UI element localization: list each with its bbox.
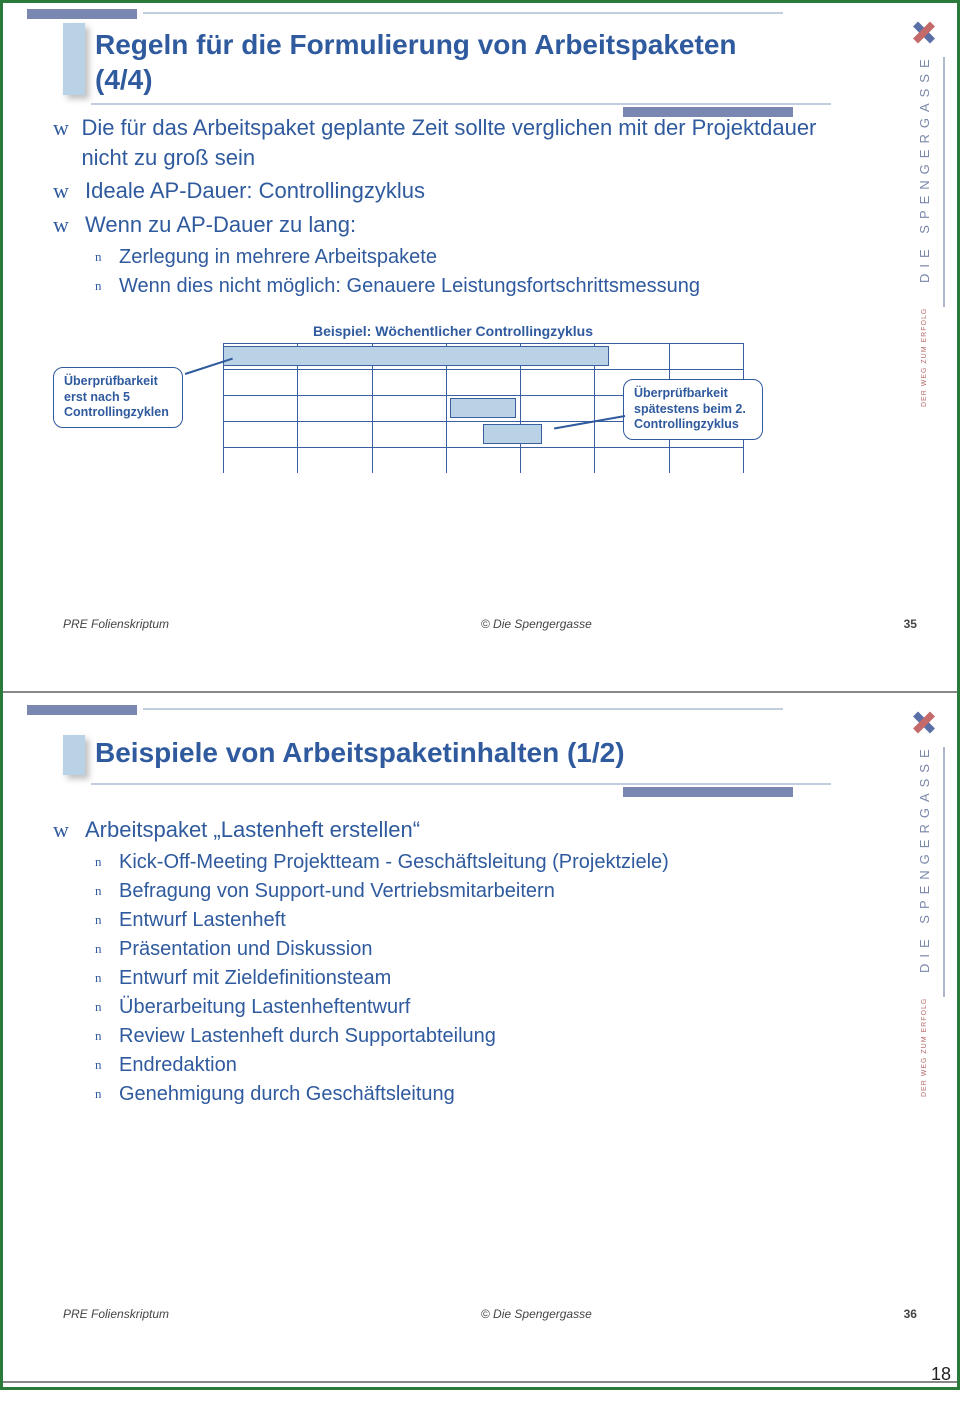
sub-bullet-text: Wenn dies nicht möglich: Genauere Leistu… — [119, 273, 700, 300]
footer-left: PRE Folienskriptum — [63, 617, 169, 631]
page-border: Regeln für die Formulierung von Arbeitsp… — [0, 0, 960, 1390]
bullet-n-icon: n — [95, 994, 109, 1021]
bullet-n-icon: n — [95, 965, 109, 992]
brand-text: DIE SPENGERGASSE — [917, 53, 932, 283]
bullet-n-icon: n — [95, 273, 109, 300]
sub-bullet-text: Entwurf Lastenheft — [119, 907, 286, 934]
bullet-n-icon: n — [95, 1052, 109, 1079]
footer-page-number: 36 — [904, 1307, 917, 1321]
title-accent-square — [63, 735, 85, 775]
bullet-text: Arbeitspaket „Lastenheft erstellen“ — [85, 815, 420, 845]
title-accent-square — [63, 23, 85, 95]
accent-bar-right — [623, 787, 793, 797]
bullet-item: w Wenn zu AP-Dauer zu lang: — [53, 210, 833, 240]
callout-left: Überprüfbarkeit erst nach 5 Controllingz… — [53, 367, 183, 428]
sub-bullet-item: n Review Lastenheft durch Supportabteilun… — [95, 1023, 833, 1050]
sub-bullet-item: n Präsentation und Diskussion — [95, 936, 833, 963]
footer-center: © Die Spengergasse — [481, 1307, 592, 1321]
sub-bullet-item: n Entwurf Lastenheft — [95, 907, 833, 934]
bullet-n-icon: n — [95, 907, 109, 934]
sub-bullet-text: Genehmigung durch Geschäftsleitung — [119, 1081, 455, 1108]
accent-line-light — [143, 708, 783, 710]
footer-left: PRE Folienskriptum — [63, 1307, 169, 1321]
bullet-item: w Die für das Arbeitspaket geplante Zeit… — [53, 113, 833, 172]
sub-bullet-text: Überarbeitung Lastenheftentwurf — [119, 994, 410, 1021]
bullet-w-icon: w — [53, 176, 73, 206]
sub-bullet-item: n Überarbeitung Lastenheftentwurf — [95, 994, 833, 1021]
bullet-n-icon: n — [95, 1081, 109, 1108]
slide-body: w Die für das Arbeitspaket geplante Zeit… — [53, 113, 833, 302]
slide-footer: PRE Folienskriptum © Die Spengergasse 35 — [63, 617, 917, 631]
sub-bullet-item: n Befragung von Support-und Vertriebsmita… — [95, 878, 833, 905]
bullet-n-icon: n — [95, 936, 109, 963]
sub-bullet-list: n Kick-Off-Meeting Projektteam - Geschäft… — [95, 849, 833, 1108]
title-block: Regeln für die Formulierung von Arbeitsp… — [63, 21, 763, 97]
slide-1: Regeln für die Formulierung von Arbeitsp… — [3, 3, 957, 693]
brand-text: DIE SPENGERGASSE — [917, 743, 932, 973]
accent-bar-dark — [27, 705, 137, 715]
bullet-n-icon: n — [95, 1023, 109, 1050]
sub-bullet-text: Kick-Off-Meeting Projektteam - Geschäfts… — [119, 849, 669, 876]
brand-logo-icon — [909, 17, 939, 47]
sub-bullet-item: n Wenn dies nicht möglich: Genauere Leis… — [95, 273, 833, 300]
sub-bullet-item: n Entwurf mit Zieldefinitionsteam — [95, 965, 833, 992]
callout-right: Überprüfbarkeit spätestens beim 2. Contr… — [623, 379, 763, 440]
brand-sidebar: DIE SPENGERGASSE DER WEG ZUM ERFOLG — [907, 17, 941, 347]
bullet-n-icon: n — [95, 244, 109, 271]
slide-body: w Arbeitspaket „Lastenheft erstellen“ nK… — [53, 815, 833, 1110]
title-underline — [91, 103, 831, 105]
bullet-text: Ideale AP-Dauer: Controllingzyklus — [85, 176, 425, 206]
slide-footer: PRE Folienskriptum © Die Spengergasse 36 — [63, 1307, 917, 1321]
sub-bullet-item: n Zerlegung in mehrere Arbeitspakete — [95, 244, 833, 271]
chart-title: Beispiel: Wöchentlicher Controllingzyklu… — [203, 323, 703, 339]
sub-bullet-text: Befragung von Support-und Vertriebsmitar… — [119, 878, 555, 905]
brand-logo-icon — [909, 707, 939, 737]
brand-tagline: DER WEG ZUM ERFOLG — [921, 977, 928, 1097]
callout-left-text: Überprüfbarkeit erst nach 5 Controllingz… — [64, 374, 169, 419]
sidebar-rule — [943, 747, 945, 997]
sub-bullet-list: n Zerlegung in mehrere Arbeitspakete n W… — [95, 244, 833, 300]
sidebar-rule — [943, 57, 945, 307]
document-page-number: 18 — [931, 1364, 951, 1385]
sub-bullet-item: n Endredaktion — [95, 1052, 833, 1079]
bullet-text: Wenn zu AP-Dauer zu lang: — [85, 210, 356, 240]
sub-bullet-item: n Genehmigung durch Geschäftsleitung — [95, 1081, 833, 1108]
bullet-w-icon: w — [53, 210, 73, 240]
footer-page-number: 35 — [904, 617, 917, 631]
sub-bullet-text: Präsentation und Diskussion — [119, 936, 372, 963]
title-block: Beispiele von Arbeitspaketinhalten (1/2) — [63, 733, 763, 770]
gantt-bar — [450, 398, 517, 418]
sub-bullet-item: n Kick-Off-Meeting Projektteam - Geschäft… — [95, 849, 833, 876]
bullet-n-icon: n — [95, 849, 109, 876]
sub-bullet-text: Entwurf mit Zieldefinitionsteam — [119, 965, 391, 992]
bullet-text: Die für das Arbeitspaket geplante Zeit s… — [81, 113, 833, 172]
gantt-row — [223, 447, 743, 473]
accent-line-light — [143, 12, 783, 14]
gantt-bar — [223, 346, 609, 366]
callout-right-text: Überprüfbarkeit spätestens beim 2. Contr… — [634, 386, 746, 431]
sub-bullet-text: Review Lastenheft durch Supportabteilung — [119, 1023, 496, 1050]
sub-bullet-text: Endredaktion — [119, 1052, 237, 1079]
sub-bullet-text: Zerlegung in mehrere Arbeitspakete — [119, 244, 437, 271]
gantt-chart-area: Beispiel: Wöchentlicher Controllingzyklu… — [63, 323, 863, 473]
bullet-n-icon: n — [95, 878, 109, 905]
title-underline — [91, 783, 831, 785]
brand-tagline: DER WEG ZUM ERFOLG — [921, 287, 928, 407]
slide-title: Regeln für die Formulierung von Arbeitsp… — [95, 21, 763, 97]
slide-title: Beispiele von Arbeitspaketinhalten (1/2) — [95, 733, 763, 770]
slide-2: Beispiele von Arbeitspaketinhalten (1/2)… — [3, 693, 957, 1383]
footer-center: © Die Spengergasse — [481, 617, 592, 631]
bullet-item: w Ideale AP-Dauer: Controllingzyklus — [53, 176, 833, 206]
bullet-w-icon: w — [53, 815, 73, 845]
bullet-item: w Arbeitspaket „Lastenheft erstellen“ — [53, 815, 833, 845]
accent-bar-dark — [27, 9, 137, 19]
brand-sidebar: DIE SPENGERGASSE DER WEG ZUM ERFOLG — [907, 707, 941, 1037]
gantt-bar — [483, 424, 542, 444]
bullet-w-icon: w — [53, 113, 69, 172]
